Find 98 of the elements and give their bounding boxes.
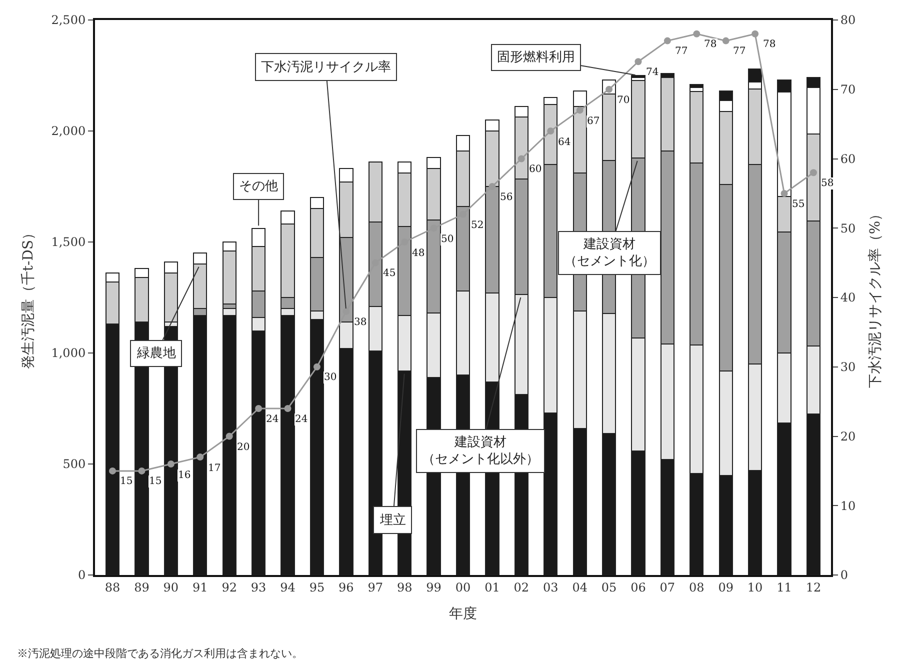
data-label: 55 — [792, 199, 805, 210]
x-tick-label: 96 — [338, 580, 354, 594]
point — [226, 432, 233, 440]
x-axis-title: 年度 — [449, 606, 477, 622]
x-tick-label: 10 — [747, 580, 763, 594]
y-tick-label: 2,500 — [51, 13, 86, 28]
point — [284, 405, 292, 412]
y2-tick-label: 20 — [840, 429, 856, 444]
data-label: 48 — [412, 248, 425, 259]
y2-tick-label: 40 — [840, 290, 856, 305]
y2-tick-label: 0 — [840, 568, 848, 582]
data-label: 56 — [500, 192, 513, 203]
x-tick-label: 05 — [601, 580, 617, 594]
point — [722, 37, 730, 44]
point — [752, 30, 759, 38]
x-tick-label: 12 — [806, 580, 822, 594]
point — [576, 106, 584, 114]
y2-tick-label: 80 — [840, 13, 856, 28]
y-tick-label: 1,000 — [51, 346, 86, 360]
y2-tick-label: 50 — [840, 221, 856, 236]
data-label: 16 — [178, 470, 191, 481]
data-label: 60 — [529, 164, 542, 175]
x-tick-label: 01 — [484, 580, 500, 594]
text: ※汚泥処理の途中段階である消化ガス利用は含まれない。 — [17, 647, 303, 660]
point — [109, 467, 116, 474]
x-tick-label: 09 — [718, 580, 734, 594]
point — [488, 183, 496, 190]
data-label: 30 — [324, 372, 337, 383]
y2-tick-label: 70 — [840, 82, 856, 97]
point — [255, 405, 262, 412]
point — [518, 155, 525, 162]
point — [167, 460, 174, 468]
annotation: 埋立 — [379, 512, 406, 528]
y-tick-label: 2,000 — [51, 124, 86, 138]
annotation: 建設資材（セメント化以外） — [422, 435, 539, 467]
x-tick-label: 91 — [192, 580, 208, 594]
point — [313, 363, 320, 370]
x-tick-label: 94 — [280, 580, 296, 594]
data-label: 17 — [208, 463, 221, 474]
data-label: 50 — [441, 234, 454, 245]
point — [664, 37, 671, 44]
x-tick-label: 88 — [104, 580, 120, 594]
data-label: 67 — [587, 116, 600, 127]
x-tick-label: 90 — [163, 580, 179, 594]
x-tick-label: 04 — [572, 580, 588, 594]
point — [138, 467, 146, 474]
x-tick-label: 06 — [630, 580, 646, 594]
x-tick-label: 00 — [455, 580, 471, 594]
data-label: 77 — [733, 46, 746, 57]
data-label: 64 — [558, 137, 571, 148]
point — [547, 128, 554, 134]
point — [780, 190, 788, 197]
bar — [690, 84, 704, 88]
data-label: 78 — [704, 39, 717, 50]
annotation: その他 — [239, 179, 278, 194]
point — [693, 30, 700, 38]
data-label: 45 — [383, 268, 396, 279]
data-label: 78 — [763, 39, 776, 50]
data-label: 52 — [471, 220, 484, 231]
annotation: 建設資材（セメント化） — [564, 237, 655, 269]
data-label: 20 — [237, 442, 250, 453]
point — [342, 308, 350, 315]
y-tick-label: 500 — [62, 457, 86, 472]
x-tick-label: 99 — [426, 580, 442, 594]
x-tick-label: 97 — [368, 580, 384, 594]
annotation: 固形燃料利用 — [497, 50, 575, 65]
data-label: 15 — [149, 476, 162, 487]
data-label: 77 — [675, 46, 688, 57]
annotation: 緑農地 — [136, 346, 176, 361]
y2-tick-label: 30 — [840, 360, 856, 374]
x-tick-label: 02 — [514, 580, 530, 594]
x-tick-label: 93 — [250, 580, 266, 594]
y2-tick-label: 60 — [840, 152, 856, 166]
x-tick-label: 11 — [776, 580, 792, 594]
y-tick-label: 1,500 — [51, 235, 86, 250]
annotation: 下水汚泥リサイクル率 — [261, 59, 391, 75]
point — [810, 169, 817, 176]
data-label: 38 — [354, 317, 367, 328]
y-tick-label: 0 — [78, 568, 86, 582]
data-label: 24 — [266, 414, 279, 425]
y-axis-title: 発生汚泥量（千t-DS） — [20, 226, 36, 370]
y2-tick-label: 10 — [840, 498, 856, 513]
x-tick-label: 95 — [309, 580, 325, 594]
x-tick-label: 03 — [542, 580, 558, 594]
x-tick-label: 98 — [396, 580, 412, 594]
data-label: 70 — [617, 95, 630, 106]
data-label: 58 — [821, 178, 834, 189]
x-tick-label: 07 — [660, 580, 676, 594]
point — [634, 58, 642, 66]
y2-axis-title: 下水汚泥リサイクル率（%） — [867, 206, 884, 388]
point — [196, 454, 204, 461]
x-tick-label: 08 — [689, 580, 704, 594]
bar — [631, 75, 646, 78]
x-tick-label: 89 — [134, 580, 150, 594]
x-tick-label: 92 — [222, 580, 237, 594]
data-label: 15 — [120, 476, 133, 487]
data-label: 74 — [646, 67, 659, 78]
data-label: 24 — [295, 414, 308, 425]
